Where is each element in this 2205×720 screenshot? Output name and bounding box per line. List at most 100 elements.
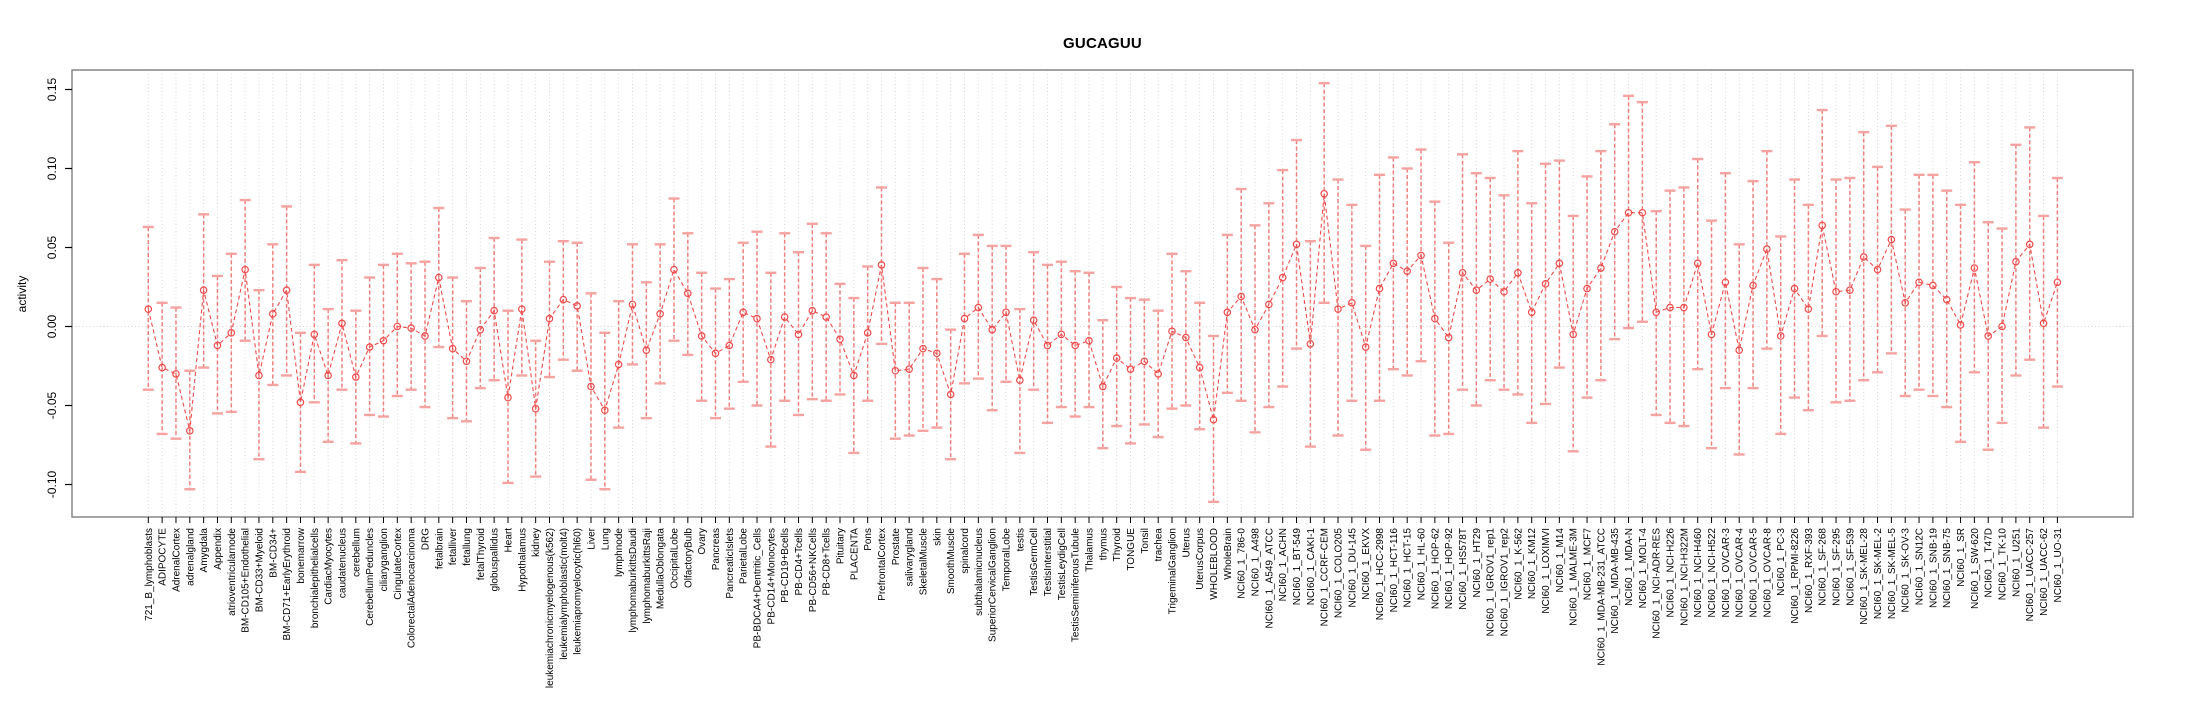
x-tick-label: NCI60_1_OVCAR-4 [1735, 528, 1746, 618]
data-point [1182, 333, 1190, 342]
x-tick-label: CingulateCortex [393, 528, 404, 600]
x-tick-label: NCI60_1_TK-10 [1998, 528, 2009, 601]
x-tick-label: NCI60_1_SNB-19 [1928, 528, 1939, 608]
x-tick-label: NCI60_1_HCC-2998 [1375, 528, 1386, 621]
error-bar [1913, 173, 1925, 391]
data-point [850, 371, 858, 380]
data-point [1057, 330, 1066, 339]
x-tick-label: MedullaOblongata [656, 528, 667, 610]
data-point [628, 300, 637, 309]
error-bar [1692, 157, 1704, 371]
data-point [1029, 316, 1038, 324]
error-bar [1374, 173, 1386, 402]
data-point [1085, 336, 1093, 345]
x-tick-label: NCI60_1_SK-MEL-2 [1873, 528, 1884, 620]
data-point [877, 261, 886, 269]
data-point [518, 305, 526, 313]
data-point [1541, 280, 1550, 288]
data-point [1624, 208, 1633, 217]
x-tick-label: leukemialymphoblastic(molt4) [559, 528, 570, 660]
error-bar [1816, 108, 1828, 338]
x-tick-label: NCI60_1_SF-268 [1818, 528, 1829, 606]
data-point [1251, 325, 1259, 334]
x-tick-label: NCI60_1_NCI-H226 [1666, 528, 1677, 618]
data-point [1292, 240, 1301, 249]
error-bar [1941, 189, 1953, 409]
error-bar [447, 276, 459, 420]
data-point [1721, 278, 1730, 287]
data-point [1610, 227, 1619, 236]
error-bar [640, 281, 652, 420]
error-bar [170, 306, 182, 440]
error-bar [1802, 203, 1814, 412]
data-point [670, 265, 678, 274]
x-tick-label: trachea [1154, 528, 1165, 562]
data-point [1749, 281, 1757, 290]
data-point [974, 303, 983, 312]
x-tick-label: PrefrontalCortex [877, 528, 888, 601]
data-point [227, 329, 236, 337]
x-tick-label: BM-CD105+Endothelial [241, 528, 252, 633]
x-tick-label: Tonsil [1140, 528, 1151, 554]
x-tick-label: ParietalLobe [739, 528, 750, 585]
data-point [808, 306, 817, 315]
x-tick-label: OccipitalLobe [669, 528, 680, 589]
data-point [393, 322, 402, 331]
data-point [1112, 354, 1121, 362]
x-tick-label: Pituitary [836, 528, 847, 564]
error-bar [1581, 175, 1593, 399]
x-tick-label: bronchialepithelialcells [310, 528, 321, 628]
error-bar [889, 301, 901, 440]
data-point [1693, 259, 1702, 268]
x-tick-label: caudatenucleus [337, 528, 348, 598]
data-point [1638, 208, 1647, 217]
error-bar [1498, 194, 1510, 391]
error-bar [1083, 271, 1095, 409]
error-bar [626, 243, 638, 366]
x-tick-label: fetalliver [448, 527, 459, 565]
error-bar [668, 197, 680, 342]
error-bar [1664, 189, 1676, 425]
data-point [504, 393, 512, 402]
data-point [1555, 259, 1564, 268]
x-tick-label: NCI60_1_CCRF-CEM [1320, 528, 1331, 626]
data-point [1790, 284, 1799, 293]
y-tick-label: 0.10 [45, 156, 59, 180]
error-bar [336, 258, 348, 391]
data-point [1458, 268, 1467, 277]
x-tick-label: fetalbrain [434, 528, 445, 569]
data-point [1278, 273, 1287, 282]
data-point [1472, 286, 1481, 294]
error-bar [1152, 309, 1164, 439]
x-tick-label: NCI60_1_KM12 [1527, 528, 1538, 600]
data-point [905, 365, 913, 373]
data-point [1818, 221, 1827, 230]
error-bar [792, 251, 804, 417]
x-tick-label: ADIPOCYTE [158, 528, 169, 586]
data-points [144, 189, 2062, 435]
error-bar [1166, 252, 1178, 410]
y-tick-label: 0.00 [45, 314, 59, 338]
x-tick-label: NCI60_1_PC-3 [1776, 528, 1787, 596]
error-bar [474, 266, 486, 390]
data-point [338, 319, 346, 328]
data-point [186, 426, 194, 435]
data-point [780, 313, 789, 321]
data-point [822, 313, 830, 321]
data-point [531, 404, 540, 413]
x-tick-label: NCI60_1_OVCAR-5 [1749, 528, 1760, 618]
data-point [1126, 365, 1135, 373]
error-bars [142, 81, 2063, 504]
error-bar [267, 243, 279, 387]
error-bar [1789, 178, 1801, 399]
error-bar [709, 287, 721, 420]
x-tick-label: NCI60_1_OVCAR-3 [1721, 528, 1732, 618]
error-bar [1761, 149, 1773, 350]
x-tick-label: BM-CD33+Myeloid [254, 528, 265, 612]
error-bar [1401, 167, 1413, 377]
x-tick-label: PB-CD19+Bcells [780, 528, 791, 603]
x-tick-label: NCI60_1_NCI-H460 [1693, 528, 1704, 618]
data-point [1832, 287, 1840, 296]
data-point [2053, 278, 2062, 287]
error-bar [142, 225, 154, 391]
